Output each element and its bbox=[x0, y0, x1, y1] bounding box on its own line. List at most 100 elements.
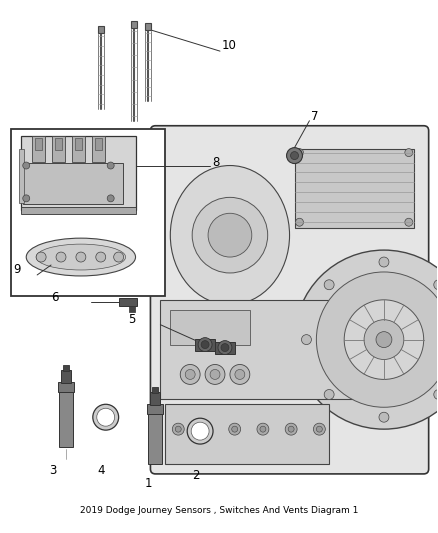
Circle shape bbox=[260, 426, 266, 432]
Bar bbox=[145, 23, 152, 30]
Circle shape bbox=[290, 151, 298, 159]
Text: 1: 1 bbox=[145, 477, 152, 490]
Bar bbox=[59, 392, 73, 447]
Bar bbox=[160, 300, 354, 399]
Bar bbox=[21, 136, 135, 211]
Circle shape bbox=[201, 423, 212, 435]
Bar bbox=[148, 404, 163, 414]
Circle shape bbox=[191, 422, 209, 440]
Circle shape bbox=[379, 257, 389, 267]
Text: 2019 Dodge Journey Sensors , Switches And Vents Diagram 1: 2019 Dodge Journey Sensors , Switches An… bbox=[80, 506, 358, 515]
Circle shape bbox=[114, 252, 124, 262]
Circle shape bbox=[93, 404, 119, 430]
Circle shape bbox=[376, 332, 392, 348]
Bar bbox=[63, 366, 69, 372]
Ellipse shape bbox=[36, 244, 126, 270]
Bar bbox=[58, 382, 74, 392]
Circle shape bbox=[221, 344, 229, 352]
Circle shape bbox=[23, 195, 30, 202]
Bar bbox=[72, 136, 85, 161]
Bar bbox=[150, 392, 160, 405]
Bar bbox=[195, 338, 215, 351]
Bar bbox=[61, 370, 71, 383]
Circle shape bbox=[257, 423, 269, 435]
Bar bbox=[23, 163, 123, 204]
Circle shape bbox=[204, 426, 209, 432]
Circle shape bbox=[175, 426, 181, 432]
Bar bbox=[152, 387, 159, 393]
Circle shape bbox=[107, 195, 114, 202]
Circle shape bbox=[76, 252, 86, 262]
Bar bbox=[92, 136, 105, 161]
Bar bbox=[52, 136, 65, 161]
Circle shape bbox=[97, 408, 115, 426]
Bar bbox=[131, 21, 137, 28]
Bar bbox=[11, 129, 165, 296]
Circle shape bbox=[229, 423, 240, 435]
Bar bbox=[32, 136, 45, 161]
Bar bbox=[148, 414, 162, 464]
Bar bbox=[55, 138, 62, 150]
Circle shape bbox=[314, 423, 325, 435]
Ellipse shape bbox=[26, 238, 135, 276]
Bar bbox=[129, 306, 134, 312]
Circle shape bbox=[405, 218, 413, 226]
Bar bbox=[19, 149, 24, 203]
Text: 2: 2 bbox=[192, 469, 200, 482]
Circle shape bbox=[294, 250, 438, 429]
Circle shape bbox=[434, 280, 438, 290]
Bar bbox=[294, 149, 414, 228]
Circle shape bbox=[23, 162, 30, 169]
Text: 4: 4 bbox=[97, 464, 105, 477]
Circle shape bbox=[208, 213, 252, 257]
Circle shape bbox=[405, 149, 413, 157]
Circle shape bbox=[180, 365, 200, 384]
Circle shape bbox=[96, 252, 106, 262]
Circle shape bbox=[301, 335, 311, 345]
Text: 3: 3 bbox=[49, 464, 57, 477]
Text: 6: 6 bbox=[51, 292, 59, 304]
Circle shape bbox=[324, 390, 334, 399]
Text: 8: 8 bbox=[212, 156, 219, 169]
Circle shape bbox=[185, 369, 195, 379]
Bar bbox=[75, 138, 82, 150]
Text: 5: 5 bbox=[129, 313, 136, 326]
Circle shape bbox=[316, 426, 322, 432]
Circle shape bbox=[364, 320, 404, 360]
Circle shape bbox=[56, 252, 66, 262]
FancyBboxPatch shape bbox=[150, 126, 429, 474]
Circle shape bbox=[288, 426, 294, 432]
Text: 10: 10 bbox=[222, 39, 237, 52]
Circle shape bbox=[201, 341, 209, 349]
Bar bbox=[170, 310, 250, 345]
Bar bbox=[119, 298, 137, 306]
Circle shape bbox=[187, 418, 213, 444]
Circle shape bbox=[218, 341, 232, 354]
Circle shape bbox=[296, 218, 304, 226]
Circle shape bbox=[434, 390, 438, 399]
Bar bbox=[95, 138, 102, 150]
Circle shape bbox=[230, 365, 250, 384]
Circle shape bbox=[316, 272, 438, 407]
Text: 9: 9 bbox=[13, 263, 21, 277]
Circle shape bbox=[205, 365, 225, 384]
Ellipse shape bbox=[170, 166, 290, 305]
Circle shape bbox=[232, 426, 238, 432]
Circle shape bbox=[324, 280, 334, 290]
Circle shape bbox=[235, 369, 245, 379]
Bar bbox=[21, 207, 135, 214]
Circle shape bbox=[172, 423, 184, 435]
Circle shape bbox=[210, 369, 220, 379]
Circle shape bbox=[286, 148, 303, 164]
Circle shape bbox=[344, 300, 424, 379]
Bar bbox=[35, 138, 42, 150]
Circle shape bbox=[379, 412, 389, 422]
Bar bbox=[215, 342, 235, 353]
Circle shape bbox=[198, 337, 212, 352]
Text: 7: 7 bbox=[311, 110, 319, 123]
Circle shape bbox=[36, 252, 46, 262]
Bar bbox=[98, 26, 104, 33]
Circle shape bbox=[296, 149, 304, 157]
Circle shape bbox=[192, 197, 268, 273]
Bar bbox=[165, 404, 329, 464]
